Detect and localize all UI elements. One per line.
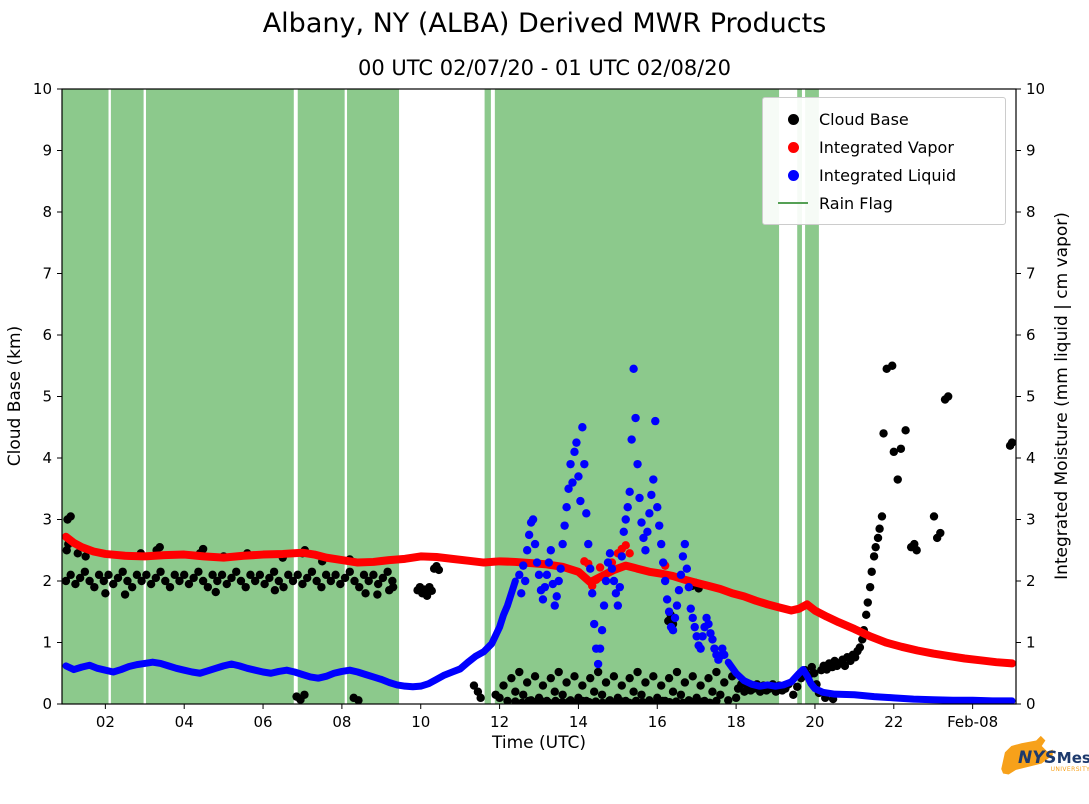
logo-mesonet-text: Mesonet: [1056, 749, 1089, 767]
axes-frame: [61, 88, 1017, 705]
x-tick-label: 18: [727, 713, 746, 731]
y-tick-label-left: 0: [42, 695, 52, 713]
y-tick-label-right: 0: [1026, 695, 1036, 713]
x-axis-label: Time (UTC): [492, 733, 586, 753]
y-tick-label-right: 8: [1026, 203, 1036, 221]
y-tick-label-right: 3: [1026, 511, 1036, 529]
y-tick-label-right: 6: [1026, 326, 1036, 344]
y-tick-label-right: 5: [1026, 388, 1036, 406]
legend-line-icon: [775, 202, 811, 204]
legend-label: Integrated Liquid: [819, 165, 957, 185]
rain-flag-band: [805, 89, 819, 704]
y-tick-label-left: 10: [33, 80, 52, 98]
x-tick-label: 12: [490, 713, 509, 731]
rain-flag-band: [347, 89, 400, 704]
series-integrated-liquid: [62, 364, 1016, 704]
y-tick-label-left: 6: [42, 326, 52, 344]
y-tick-label-right: 9: [1026, 142, 1036, 160]
y-tick-label-left: 5: [42, 388, 52, 406]
y-tick-label-right: 4: [1026, 449, 1036, 467]
chart-subtitle: 00 UTC 02/07/20 - 01 UTC 02/08/20: [358, 56, 731, 80]
y-tick-label-right: 1: [1026, 634, 1036, 652]
y-axis-label-left: Cloud Base (km): [5, 325, 25, 467]
x-tick-label: 20: [805, 713, 824, 731]
x-tick-label: 04: [175, 713, 194, 731]
x-tick-label: 22: [884, 713, 903, 731]
rain-flag-band: [62, 89, 109, 704]
y-tick-label-right: 2: [1026, 572, 1036, 590]
logo-nys-text: NYS: [1018, 748, 1057, 768]
ny-state-shape-icon: [1001, 735, 1053, 775]
y-tick-label-left: 3: [42, 511, 52, 529]
rain-flag-band: [297, 89, 345, 704]
y-tick-label-right: 10: [1026, 80, 1045, 98]
rain-flag-band: [797, 89, 802, 704]
y-tick-label-left: 1: [42, 634, 52, 652]
logo-tagline: UNIVERSITY AT ALBANY: [1050, 766, 1089, 773]
legend-dot-icon: [775, 169, 811, 181]
legend: Cloud Base Integrated Vapor Integrated Liq…: [762, 97, 1006, 225]
chart-title: Albany, NY (ALBA) Derived MWR Products: [262, 8, 827, 39]
y-axis-label-right: Integrated Moisture (mm liquid | cm vapo…: [1052, 212, 1072, 580]
x-tick-label: 10: [411, 713, 430, 731]
rain-flag-bands: [62, 89, 819, 704]
legend-dot-icon: [775, 141, 811, 153]
legend-item-integrated-liquid: Integrated Liquid: [775, 161, 993, 189]
rain-flag-band: [110, 89, 144, 704]
rain-flag-band: [145, 89, 294, 704]
legend-label: Integrated Vapor: [819, 137, 954, 157]
logo-text: NYSMesonet UNIVERSITY AT ALBANY: [1018, 748, 1089, 773]
x-tick-label: Feb-08: [947, 713, 998, 731]
rain-flag-band: [484, 89, 491, 704]
legend-item-integrated-vapor: Integrated Vapor: [775, 133, 993, 161]
axis-ticks: 02 04 06 08 10 12 14 16 18 20 22 Feb-080 01 12 23 34 45 5…: [33, 80, 1045, 731]
y-tick-label-left: 9: [42, 142, 52, 160]
nys-mesonet-logo: NYSMesonet UNIVERSITY AT ALBANY: [998, 732, 1089, 802]
y-tick-label-left: 2: [42, 572, 52, 590]
y-tick-label-left: 8: [42, 203, 52, 221]
legend-item-rain-flag: Rain Flag: [775, 189, 993, 217]
x-tick-label: 16: [648, 713, 667, 731]
y-tick-label-left: 7: [42, 265, 52, 283]
y-tick-label-right: 7: [1026, 265, 1036, 283]
legend-label: Cloud Base: [819, 109, 909, 129]
legend-label: Rain Flag: [819, 193, 893, 213]
legend-dot-icon: [775, 113, 811, 125]
x-tick-label: 06: [254, 713, 273, 731]
x-tick-label: 08: [332, 713, 351, 731]
x-tick-label: 02: [96, 713, 115, 731]
rain-flag-band: [494, 89, 780, 704]
legend-item-cloud-base: Cloud Base: [775, 105, 993, 133]
y-tick-label-left: 4: [42, 449, 52, 467]
x-tick-label: 14: [569, 713, 588, 731]
